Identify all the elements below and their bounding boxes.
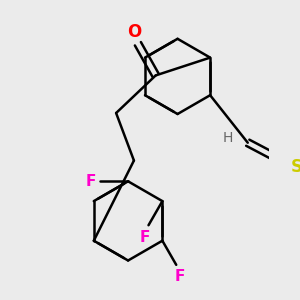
Text: H: H [223,131,233,145]
Text: F: F [140,230,150,244]
Text: O: O [127,23,141,41]
Text: F: F [85,174,96,189]
Text: S: S [291,158,300,176]
Text: F: F [175,269,185,284]
